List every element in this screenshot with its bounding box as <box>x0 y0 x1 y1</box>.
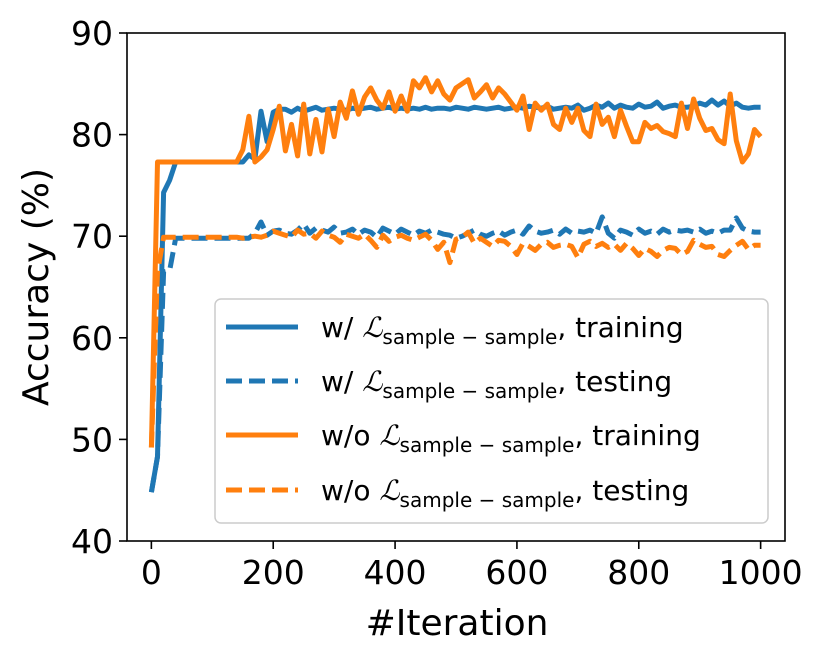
x-tick-label: 400 <box>364 553 427 592</box>
series-without-loss-testing <box>148 227 761 448</box>
legend-entry: w/o ℒsample − sample, training <box>321 419 701 457</box>
legend-entry: w/o ℒsample − sample, testing <box>321 474 689 512</box>
legend-entry: w/ ℒsample − sample, testing <box>321 365 672 403</box>
x-tick-label: 200 <box>242 553 305 592</box>
series-without-loss-training <box>148 75 763 448</box>
legend-entry: w/ ℒsample − sample, training <box>321 311 684 349</box>
x-tick-label: 0 <box>141 553 162 592</box>
y-tick-label: 40 <box>71 522 113 561</box>
y-tick-label: 50 <box>71 420 113 459</box>
x-tick-label: 800 <box>607 553 670 592</box>
y-tick-label: 70 <box>71 217 113 256</box>
plot-frame <box>126 32 786 542</box>
x-tick-label: 1000 <box>719 553 803 592</box>
x-axis-label: #Iteration <box>366 603 549 644</box>
y-tick-label: 80 <box>71 116 113 155</box>
y-tick-label: 90 <box>71 14 113 53</box>
x-tick-label: 600 <box>485 553 548 592</box>
axes: 0 200 400 600 800 1000 40 50 60 70 80 90 <box>71 14 803 592</box>
legend-box <box>214 298 769 524</box>
series-with-loss-testing <box>148 214 761 493</box>
legend: w/ ℒsample − sample, training w/ ℒsample … <box>214 298 769 524</box>
y-axis-label: Accuracy (%) <box>16 168 57 406</box>
y-tick-label: 60 <box>71 319 113 358</box>
plot-lines <box>148 75 763 493</box>
